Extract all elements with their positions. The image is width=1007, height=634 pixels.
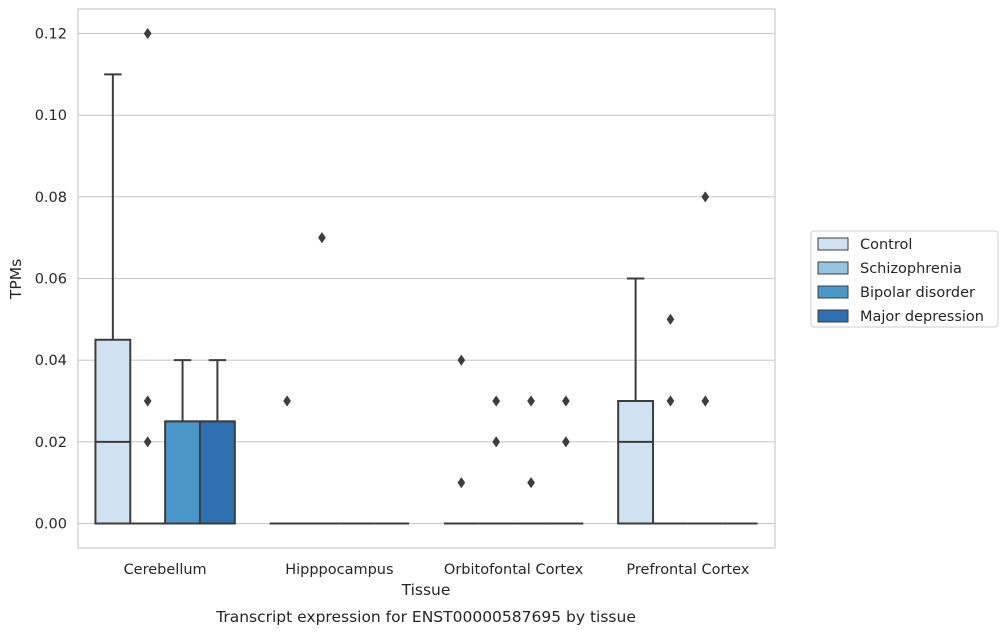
- chart-caption: Transcript expression for ENST0000058769…: [215, 608, 636, 626]
- box-group: [443, 354, 479, 525]
- y-tick-label: 0.10: [35, 108, 67, 124]
- box-group: [304, 232, 340, 525]
- outlier-point: [143, 27, 152, 40]
- legend-swatch: [817, 237, 849, 251]
- outlier-point: [492, 436, 501, 448]
- outlier-point: [561, 436, 570, 448]
- outlier-point: [666, 395, 675, 407]
- x-axis-label: Tissue: [401, 581, 451, 599]
- legend-swatch: [817, 309, 849, 323]
- legend-label: Control: [860, 237, 912, 253]
- legend-label: Schizophrenia: [860, 261, 962, 277]
- outlier-point: [527, 395, 535, 407]
- y-tick-label: 0.12: [35, 27, 67, 43]
- outlier-point: [492, 395, 501, 407]
- x-tick-labels: Cerebellum Hipppocampus Orbitofontal Corte…: [124, 562, 750, 578]
- x-tick-label: Cerebellum: [124, 562, 207, 578]
- y-tick-label: 0.08: [35, 190, 67, 206]
- box-group: [617, 277, 655, 525]
- outlier-point: [666, 313, 675, 325]
- outlier-point: [143, 395, 152, 407]
- box-iqr: [164, 420, 201, 525]
- y-axis-label: TPMs: [7, 259, 25, 300]
- outlier-point: [457, 354, 466, 366]
- box-group: [513, 395, 549, 525]
- outlier-point: [701, 191, 710, 203]
- box-group: [478, 395, 514, 525]
- outlier-point: [527, 477, 535, 489]
- box-group: [687, 191, 723, 525]
- box-iqr: [94, 338, 132, 525]
- y-tick-label: 0.06: [35, 272, 67, 288]
- y-tick-label: 0.02: [35, 435, 67, 451]
- legend-label: Major depression: [860, 309, 984, 325]
- x-tick-label: Prefrontal Cortex: [626, 562, 749, 578]
- legend: Control Schizophrenia Bipolar disorder Majo…: [810, 230, 999, 328]
- boxes: [94, 27, 758, 525]
- box-group: [130, 27, 166, 525]
- x-tick-label: Orbitofontal Cortex: [444, 562, 584, 578]
- legend-frame: [810, 230, 999, 328]
- box-iqr: [198, 420, 236, 525]
- outlier-point: [701, 395, 710, 407]
- y-tick-label: 0.00: [35, 517, 67, 533]
- y-tick-label: 0.04: [35, 353, 67, 369]
- plot-area-frame: [77, 8, 776, 549]
- box-group: [653, 313, 688, 525]
- legend-swatch: [817, 261, 849, 275]
- box-iqr: [617, 400, 655, 525]
- box-group: [164, 359, 201, 525]
- box-group: [198, 359, 236, 525]
- legend-swatch: [817, 285, 849, 299]
- legend-label: Bipolar disorder: [860, 285, 975, 301]
- outlier-point: [318, 232, 326, 244]
- box-group: [94, 73, 132, 525]
- outlier-point: [283, 395, 292, 407]
- outlier-point: [561, 395, 570, 407]
- outlier-point: [143, 436, 152, 448]
- y-tick-labels: 0.00 0.02 0.04 0.06 0.08 0.10 0.12: [35, 27, 67, 533]
- outlier-point: [457, 477, 466, 489]
- box-group: [548, 395, 584, 525]
- x-tick-label: Hipppocampus: [285, 562, 393, 578]
- box-group: [269, 395, 305, 525]
